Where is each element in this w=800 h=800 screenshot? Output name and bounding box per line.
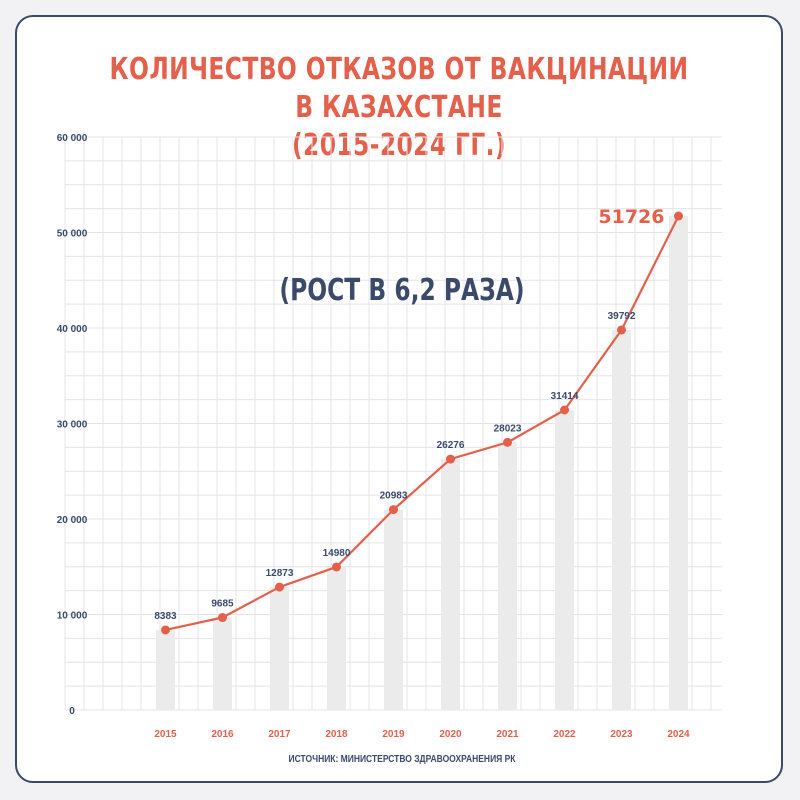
data-label: 12873 — [266, 568, 294, 579]
chart-title-line1: Количество отказов от вакцинации в Казах… — [109, 52, 689, 125]
data-labels: 8383 9685 12873 14980 20983 26276 28023 31414 39… — [154, 206, 664, 622]
x-tick-label: 2017 — [268, 729, 291, 740]
bars — [156, 216, 688, 710]
data-label: 8383 — [154, 611, 177, 622]
x-tick-label: 2015 — [154, 729, 177, 740]
data-point — [674, 211, 683, 221]
y-tick-label: 50 000 — [57, 229, 88, 240]
chart-card: Количество отказов от вакцинации в Казах… — [15, 15, 783, 783]
y-axis-ticks: 0 10 000 20 000 30 000 40 000 50 000 60 000 — [57, 133, 88, 717]
data-point — [389, 505, 398, 515]
y-tick-label: 20 000 — [57, 515, 88, 526]
x-tick-label: 2019 — [382, 729, 405, 740]
data-label: 9685 — [211, 599, 234, 610]
bar — [498, 442, 517, 710]
data-point — [617, 325, 626, 335]
data-label: 20983 — [380, 491, 408, 502]
bar — [270, 587, 289, 710]
series-line — [165, 215, 680, 632]
x-tick-label: 2020 — [439, 729, 462, 740]
x-tick-label: 2021 — [496, 729, 519, 740]
data-point — [446, 454, 455, 464]
bar — [669, 216, 688, 710]
source-note: ИСТОЧНИК: МИНИСТЕРСТВО ЗДРАВООХРАНЕНИЯ Р… — [289, 753, 516, 764]
bar — [612, 329, 631, 710]
data-label: 28023 — [494, 423, 522, 434]
bar — [156, 629, 175, 710]
y-tick-label: 60 000 — [57, 133, 88, 144]
chart-title: Количество отказов от вакцинации в Казах… — [101, 51, 697, 165]
x-axis-ticks: 2015 2016 2017 2018 2019 2020 2021 2022 2023 2024 — [154, 729, 690, 740]
data-label: 14980 — [323, 548, 351, 559]
y-tick-label: 30 000 — [57, 420, 88, 431]
x-tick-label: 2016 — [211, 729, 234, 740]
data-point — [275, 582, 284, 592]
x-tick-label: 2022 — [553, 729, 576, 740]
y-tick-label: 10 000 — [57, 611, 88, 622]
data-point — [503, 437, 512, 447]
growth-annotation: (РОСТ В 6,2 РАЗА) — [279, 273, 524, 308]
x-tick-label: 2024 — [667, 729, 690, 740]
bar — [327, 566, 346, 710]
data-label: 51726 — [598, 206, 664, 228]
y-tick-label: 40 000 — [57, 324, 88, 335]
data-label: 39792 — [608, 311, 636, 322]
chart-title-line2: (2015-2024 гг.) — [291, 128, 507, 163]
x-tick-label: 2018 — [325, 729, 348, 740]
chart-svg: 0 10 000 20 000 30 000 40 000 50 000 60 000 20… — [57, 133, 722, 764]
bar — [441, 459, 460, 710]
data-point — [161, 625, 170, 635]
data-label: 26276 — [437, 440, 465, 451]
bar — [384, 509, 403, 710]
data-point — [332, 562, 341, 572]
bar — [555, 409, 574, 710]
x-tick-label: 2023 — [610, 729, 633, 740]
data-point — [560, 405, 569, 415]
data-label: 31414 — [551, 391, 579, 402]
data-point — [218, 613, 227, 623]
y-tick-label: 0 — [69, 706, 75, 717]
bar — [213, 617, 232, 710]
trend-line — [161, 211, 683, 635]
